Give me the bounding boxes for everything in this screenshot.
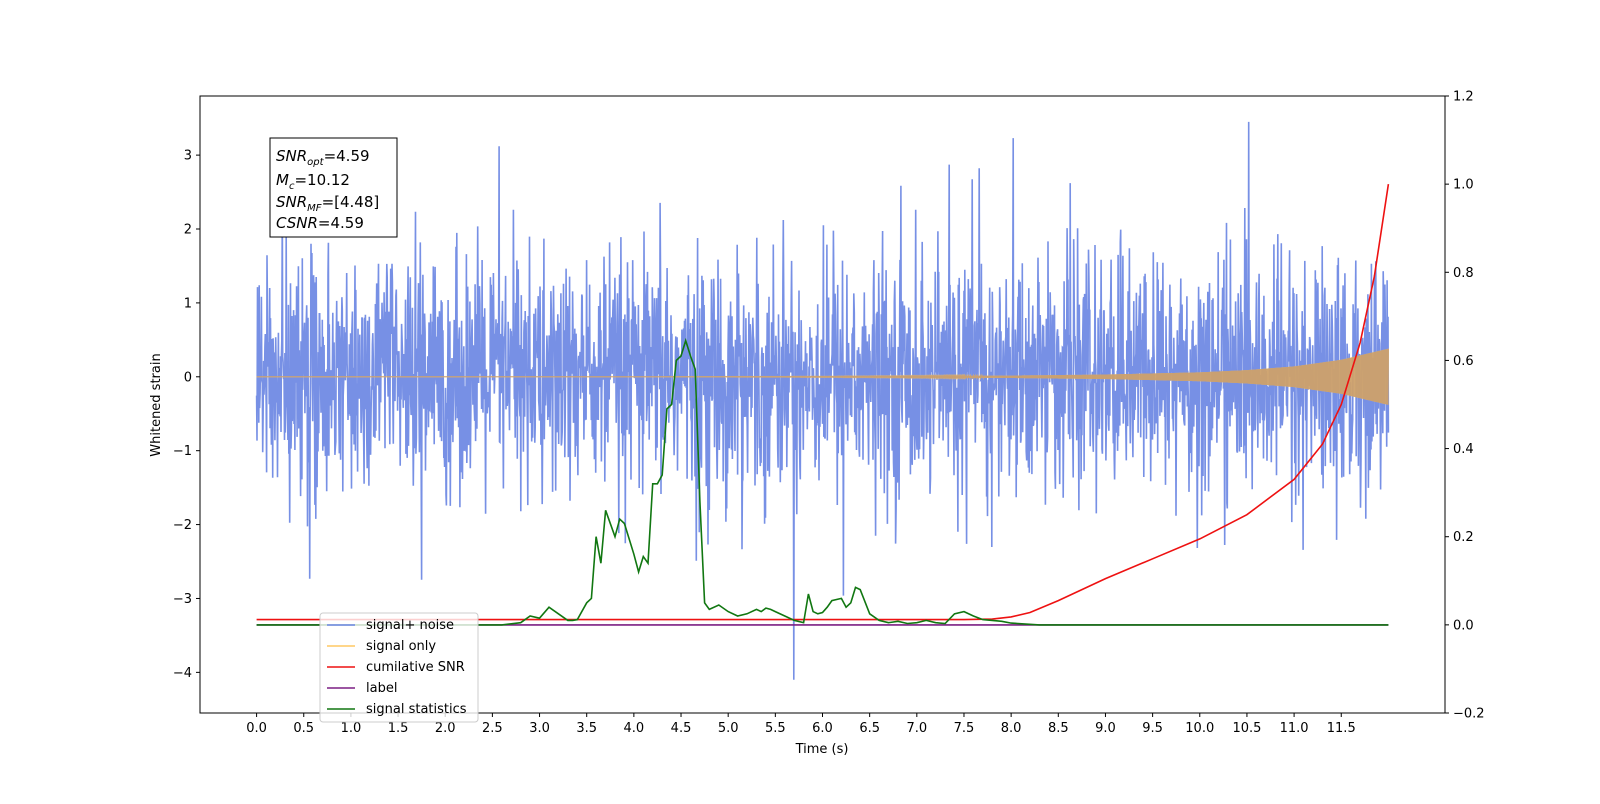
y-tick-label: 2 <box>184 223 192 238</box>
series-signal-statistics <box>256 337 1389 626</box>
y-tick-label: −2 <box>173 518 192 533</box>
y-tick-label: 1 <box>184 296 192 311</box>
x-tick-label: 11.0 <box>1280 721 1309 736</box>
y2-tick-label: 0.8 <box>1453 266 1474 281</box>
x-tick-label: 8.0 <box>1001 721 1022 736</box>
y-axis-left: 3 2 1 0 −1 −2 −3 −4 <box>173 149 200 681</box>
y2-tick-label: 0.4 <box>1453 442 1474 457</box>
y2-tick-label: 0.6 <box>1453 354 1474 369</box>
x-tick-label: 6.5 <box>859 721 880 736</box>
x-tick-label: 1.0 <box>341 721 362 736</box>
legend-label-signal-only: signal only <box>366 639 436 654</box>
x-tick-label: 2.0 <box>435 721 456 736</box>
x-tick-label: 5.5 <box>765 721 786 736</box>
legend-label-signal-noise: signal+ noise <box>366 618 454 633</box>
x-tick-label: 0.5 <box>293 721 314 736</box>
y-tick-label: −4 <box>173 666 192 681</box>
annotation-frame <box>269 137 398 238</box>
x-tick-label: 0.0 <box>246 721 267 736</box>
x-tick-label: 10.0 <box>1185 721 1214 736</box>
annotation-line-csnr: CSNR=4.59 <box>276 214 364 232</box>
x-tick-label: 2.5 <box>482 721 503 736</box>
x-tick-label: 10.5 <box>1232 721 1261 736</box>
x-tick-label: 3.5 <box>576 721 597 736</box>
legend-frame <box>319 612 479 723</box>
annotation-line-mc: Mc=10.12 <box>276 171 350 192</box>
legend-label-signal-statistics: signal statistics <box>366 702 467 717</box>
x-axis-label: Time (s) <box>795 742 849 757</box>
x-tick-label: 7.0 <box>906 721 927 736</box>
legend-label-cumulative-snr: cumilative SNR <box>366 660 465 675</box>
y2-tick-label: 1.0 <box>1453 178 1474 193</box>
x-tick-label: 4.5 <box>671 721 692 736</box>
y-tick-label: 3 <box>184 149 192 164</box>
x-tick-label: 4.0 <box>624 721 645 736</box>
y-axis-label: Whitened strain <box>149 353 164 456</box>
annotation-line-snr-mf: SNRMF=[4.48] <box>276 193 379 214</box>
y-tick-label: −1 <box>173 444 192 459</box>
x-tick-label: 8.5 <box>1048 721 1069 736</box>
y-tick-label: −3 <box>173 592 192 607</box>
series-signal-only-overlay <box>256 348 1389 405</box>
y-tick-label: 0 <box>184 370 192 385</box>
y2-tick-label: −0.2 <box>1453 707 1485 722</box>
x-tick-label: 7.5 <box>954 721 975 736</box>
y2-tick-label: 0.2 <box>1453 530 1474 545</box>
legend-label-label: label <box>366 681 397 696</box>
x-tick-label: 9.0 <box>1095 721 1116 736</box>
series-signal-noise <box>255 121 1390 680</box>
stats-annotation-box: SNRopt=4.59 Mc=10.12 SNRMF=[4.48] CSNR=4… <box>269 137 398 238</box>
y2-tick-label: 1.2 <box>1453 90 1474 105</box>
x-tick-label: 9.5 <box>1142 721 1163 736</box>
y-axis-right: 1.2 1.0 0.8 0.6 0.4 0.2 0.0 −0.2 <box>1445 90 1485 722</box>
series-cumulative-snr <box>256 183 1390 621</box>
x-tick-label: 5.0 <box>718 721 739 736</box>
x-tick-label: 3.0 <box>529 721 550 736</box>
x-tick-label: 6.0 <box>812 721 833 736</box>
x-axis: 0.0 0.5 1.0 1.5 2.0 2.5 3.0 3.5 4.0 4.5 5.0 5.5 6.0 6… <box>246 713 1356 736</box>
x-tick-label: 11.5 <box>1327 721 1356 736</box>
annotation-line-snr-opt: SNRopt=4.59 <box>276 147 370 168</box>
x-tick-label: 1.5 <box>388 721 409 736</box>
y2-tick-label: 0.0 <box>1453 618 1474 633</box>
legend: signal+ noise signal only cumilative SNR… <box>319 612 479 723</box>
